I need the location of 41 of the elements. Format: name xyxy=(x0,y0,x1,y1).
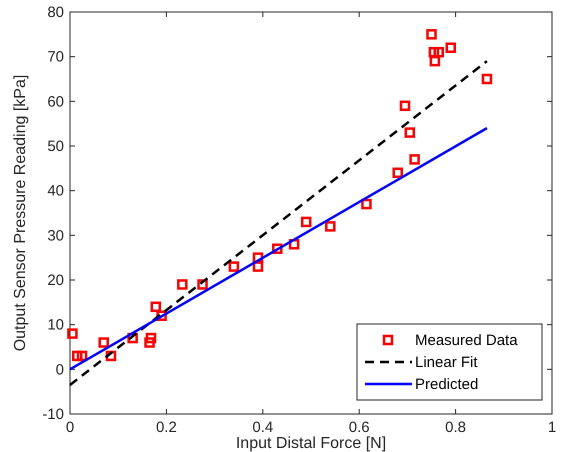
point xyxy=(67,328,78,339)
point xyxy=(446,42,456,53)
point xyxy=(426,29,437,40)
point xyxy=(72,350,82,362)
y-tick-label: 50 xyxy=(47,138,64,155)
point xyxy=(433,46,444,58)
point xyxy=(428,46,440,58)
y-tick-label: 60 xyxy=(47,93,64,110)
point xyxy=(400,100,410,112)
y-tick-label: 20 xyxy=(47,272,64,289)
point xyxy=(430,56,440,66)
point xyxy=(482,74,492,84)
y-tick-label: 0 xyxy=(56,361,64,378)
point xyxy=(228,261,240,272)
legend-label: Measured Data xyxy=(415,332,518,349)
legend-label: Predicted xyxy=(415,376,478,393)
point xyxy=(144,337,155,348)
x-tick-label: 0.2 xyxy=(156,419,177,436)
point xyxy=(98,337,109,348)
x-tick-label: 0.4 xyxy=(252,419,274,436)
x-tick-label: 0.8 xyxy=(445,419,466,436)
y-tick-label: 70 xyxy=(47,48,64,66)
legend-label: Linear Fit xyxy=(415,354,478,371)
y-tick-label: 80 xyxy=(47,4,64,21)
x-axis-title: Input Distal Force [N] xyxy=(236,435,386,452)
point xyxy=(177,279,188,290)
x-tick-label: 0 xyxy=(66,419,74,436)
x-tick-label: 0.6 xyxy=(348,419,370,436)
point xyxy=(325,221,336,232)
point xyxy=(300,216,312,228)
point xyxy=(392,168,404,178)
y-tick-label: 30 xyxy=(47,227,64,244)
point xyxy=(150,302,162,312)
x-tick-label: 1 xyxy=(548,419,556,436)
y-tick-label: -10 xyxy=(42,406,64,423)
point xyxy=(409,154,420,165)
y-axis-title: Output Sensor Pressure Reading [kPa] xyxy=(12,74,29,352)
y-tick-label: 10 xyxy=(47,316,64,334)
point xyxy=(404,127,416,138)
y-tick-label: 40 xyxy=(47,182,64,200)
point xyxy=(146,332,156,344)
